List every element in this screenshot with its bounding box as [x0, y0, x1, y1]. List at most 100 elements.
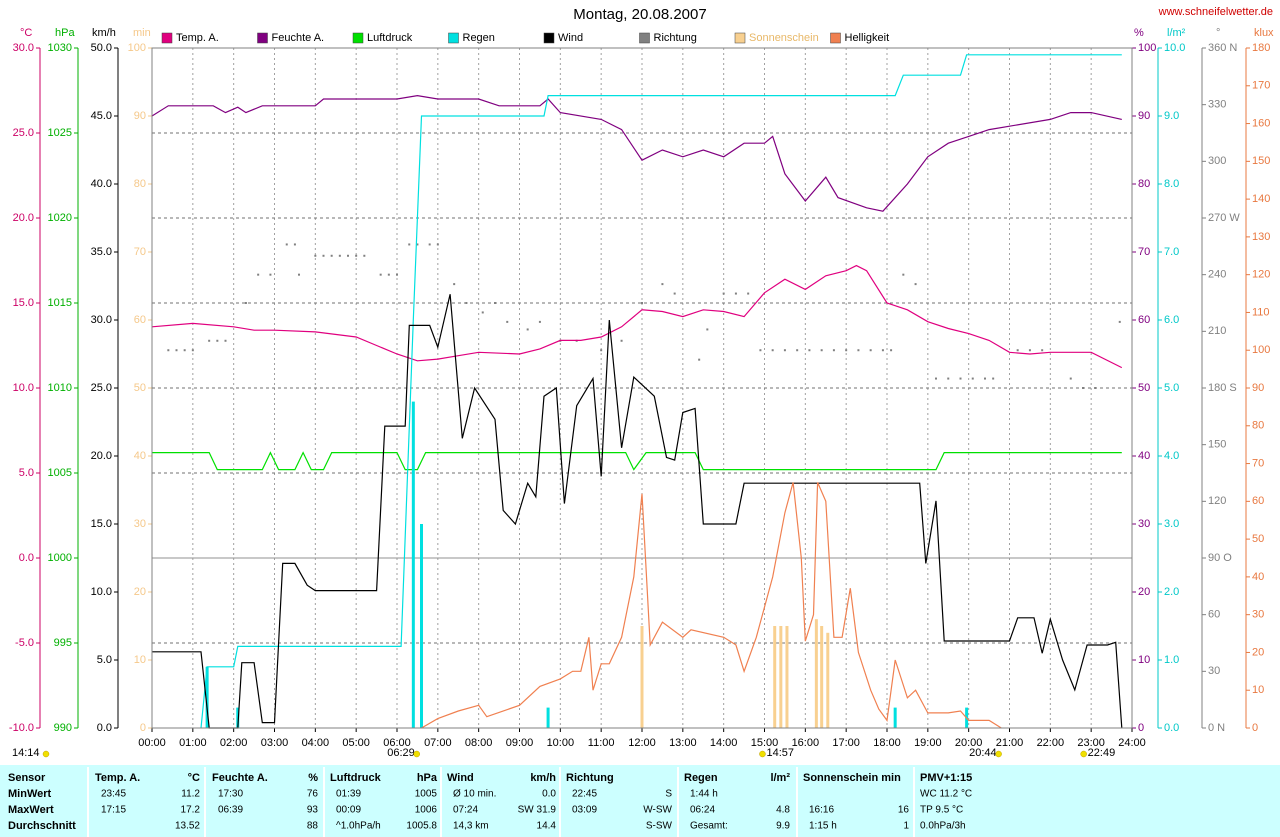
direction-dot [661, 283, 664, 286]
stats-cell: 76 [307, 789, 319, 800]
y-tick-label: 90 [134, 110, 146, 122]
x-tick-label: 23:00 [1077, 737, 1105, 749]
sun-moon-icon [413, 750, 420, 758]
direction-dot [881, 349, 884, 352]
y-tick-label: 4.0 [1164, 450, 1179, 462]
y-tick-label: 45.0 [91, 110, 112, 122]
direction-dot [191, 349, 194, 352]
y-tick-label: -10.0 [9, 722, 34, 734]
y-tick-label: 15.0 [91, 518, 112, 530]
stats-cell: 17:30 [218, 789, 243, 800]
y-tick-label: 70 [1252, 457, 1264, 469]
y-tick-label: 70 [134, 246, 146, 258]
y-tick-label: 90 O [1208, 552, 1232, 564]
y-tick-label: 80 [1138, 178, 1150, 190]
y-tick-label: 30.0 [13, 42, 34, 54]
y-tick-label: 10 [1252, 684, 1264, 696]
legend-label: Helligkeit [845, 32, 890, 44]
y-tick-label: 150 [1208, 439, 1226, 451]
y-tick-label: 100 [128, 42, 146, 54]
x-tick-label: 02:00 [220, 737, 248, 749]
stats-unit: hPa [417, 772, 438, 784]
y-tick-label: 25.0 [91, 382, 112, 394]
y-tick-label: 1005 [48, 467, 72, 479]
stats-cell: 22:45 [572, 789, 597, 800]
y-tick-label: 5.0 [19, 467, 34, 479]
stats-header: Regen [684, 772, 718, 784]
x-tick-label: 24:00 [1118, 737, 1146, 749]
axis-unit: % [1134, 27, 1144, 39]
direction-dot [600, 349, 603, 352]
y-tick-label: 40 [1252, 571, 1264, 583]
y-tick-label: 240 [1208, 269, 1226, 281]
y-tick-label: 10 [1138, 654, 1150, 666]
y-tick-label: 300 [1208, 155, 1226, 167]
y-tick-label: 0 [1138, 722, 1144, 734]
direction-dot [820, 349, 823, 352]
y-tick-label: 90 [1138, 110, 1150, 122]
direction-dot [244, 302, 247, 304]
direction-dot [947, 377, 950, 380]
direction-dot [257, 273, 260, 276]
legend-swatch [352, 32, 364, 44]
direction-dot [216, 339, 219, 342]
y-tick-label: 100 [1138, 42, 1156, 54]
y-tick-label: 3.0 [1164, 518, 1179, 530]
direction-dot [857, 349, 860, 352]
y-tick-label: 0.0 [1164, 722, 1179, 734]
stats-cell: WC 11.2 °C [920, 789, 972, 800]
series-line [421, 482, 1002, 729]
y-tick-label: 9.0 [1164, 110, 1179, 122]
stats-cell: 11.2 [181, 789, 200, 800]
sun-moon-time: 06:29 [387, 747, 415, 759]
direction-dot [538, 320, 541, 323]
sunshine-bar [826, 632, 830, 728]
sun-moon-time: 14:14 [12, 747, 40, 759]
rain-bar [420, 524, 423, 728]
x-tick-label: 16:00 [792, 737, 820, 749]
y-tick-label: 80 [134, 178, 146, 190]
direction-dot [453, 283, 456, 286]
stats-cell: 9.9 [776, 821, 790, 832]
sunshine-bar [814, 619, 818, 728]
y-tick-label: 10.0 [1164, 42, 1185, 54]
stats-cell: 16:16 [809, 805, 834, 816]
direction-dot [1094, 387, 1097, 389]
y-tick-label: 330 [1208, 99, 1226, 111]
direction-dot [396, 273, 398, 276]
legend-label: Luftdruck [367, 32, 413, 44]
direction-dot [1069, 377, 1072, 380]
stats-unit: % [308, 772, 318, 784]
legend-label: Sonnenschein [749, 32, 819, 44]
y-tick-label: 140 [1252, 193, 1270, 205]
stats-cell: 93 [307, 805, 319, 816]
y-tick-label: 30.0 [91, 314, 112, 326]
direction-dot [285, 243, 288, 246]
series-line [152, 294, 1123, 729]
series-line [152, 451, 1122, 471]
direction-dot [698, 358, 701, 361]
x-tick-label: 00:00 [138, 737, 166, 749]
y-tick-label: 35.0 [91, 246, 112, 258]
stats-cell: 14,3 km [453, 821, 489, 832]
y-tick-label: 180 S [1208, 382, 1237, 394]
stats-cell: TP 9.5 °C [920, 805, 963, 816]
direction-dot [208, 339, 211, 342]
direction-dot [481, 311, 484, 314]
y-tick-label: 60 [134, 314, 146, 326]
direction-dot [706, 328, 709, 331]
x-tick-label: 17:00 [832, 737, 860, 749]
x-tick-label: 05:00 [342, 737, 370, 749]
direction-dot [845, 349, 848, 352]
stats-unit: l/m² [770, 772, 790, 784]
axis-unit: klux [1254, 27, 1274, 39]
direction-dot [436, 243, 439, 246]
direction-dot [379, 273, 382, 276]
y-tick-label: 1025 [48, 127, 72, 139]
stats-cell: 13.52 [175, 821, 200, 832]
y-tick-label: 995 [54, 637, 72, 649]
sunshine-bar [785, 626, 789, 728]
legend-label: Richtung [654, 32, 697, 44]
